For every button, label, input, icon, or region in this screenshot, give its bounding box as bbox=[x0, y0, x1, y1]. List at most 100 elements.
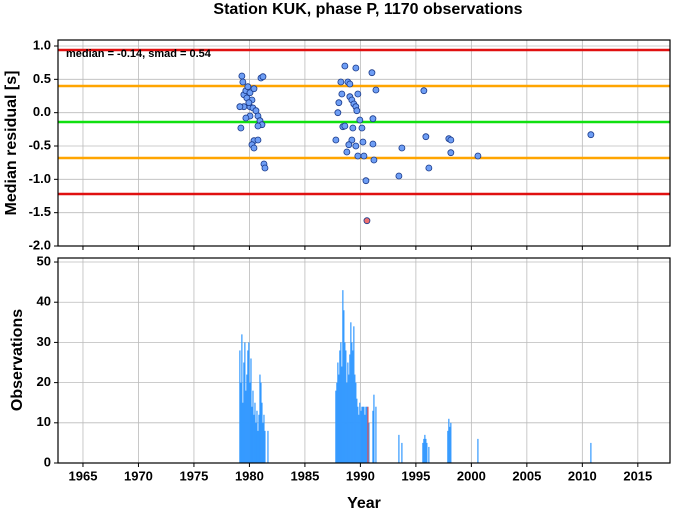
data-point bbox=[341, 62, 349, 70]
data-point bbox=[236, 103, 244, 111]
bar bbox=[372, 410, 374, 463]
bar bbox=[350, 322, 352, 463]
bar bbox=[401, 442, 403, 463]
chart-title: Station KUK, phase P, 1170 observations bbox=[213, 1, 522, 18]
y-tick-label: -1.5 bbox=[29, 204, 51, 219]
bar bbox=[342, 290, 344, 463]
x-tick-label: 2005 bbox=[512, 468, 541, 483]
data-point bbox=[345, 141, 353, 149]
bar bbox=[348, 374, 350, 463]
data-point bbox=[254, 122, 262, 130]
data-point bbox=[368, 69, 376, 77]
bar bbox=[261, 402, 263, 463]
bar bbox=[264, 430, 266, 463]
bar bbox=[338, 374, 340, 463]
data-point bbox=[259, 73, 267, 81]
bar bbox=[335, 390, 337, 463]
y-axis-label: Median residual [s] bbox=[3, 71, 20, 216]
data-point bbox=[447, 136, 455, 144]
bar bbox=[240, 382, 242, 463]
bar bbox=[242, 402, 244, 463]
bar bbox=[258, 414, 260, 463]
y-tick-label: -1.0 bbox=[29, 171, 51, 186]
x-tick-label: 1990 bbox=[346, 468, 375, 483]
bar bbox=[362, 406, 364, 463]
bar bbox=[336, 382, 338, 463]
bar bbox=[426, 442, 428, 463]
bar bbox=[249, 382, 251, 463]
bar bbox=[365, 406, 367, 463]
bar bbox=[398, 434, 400, 463]
bar bbox=[357, 406, 359, 463]
y-tick-label: 0.0 bbox=[33, 104, 51, 119]
bar bbox=[263, 414, 265, 463]
bar bbox=[244, 342, 246, 463]
bar bbox=[366, 406, 368, 463]
data-point bbox=[354, 152, 362, 160]
data-point bbox=[346, 80, 354, 88]
data-point bbox=[369, 140, 377, 148]
data-point bbox=[332, 136, 340, 144]
data-point bbox=[334, 109, 342, 117]
x-tick-label: 2010 bbox=[568, 468, 597, 483]
y-tick-label: 40 bbox=[37, 294, 51, 309]
bar bbox=[347, 362, 349, 463]
y-tick-label: -0.5 bbox=[29, 137, 51, 152]
bar bbox=[358, 414, 360, 463]
data-point bbox=[447, 149, 455, 157]
x-tick-label: 2000 bbox=[457, 468, 486, 483]
data-point bbox=[254, 136, 262, 144]
y-tick-label: 1.0 bbox=[33, 37, 51, 52]
bar bbox=[245, 390, 247, 463]
x-tick-label: 1975 bbox=[179, 468, 208, 483]
bar bbox=[257, 430, 259, 463]
data-point bbox=[358, 124, 366, 132]
data-point bbox=[237, 124, 245, 132]
data-point bbox=[420, 87, 428, 95]
bar bbox=[252, 390, 254, 463]
annotation: median = -0.14, smad = 0.54 bbox=[66, 48, 212, 60]
data-point bbox=[362, 177, 370, 185]
bar bbox=[255, 422, 257, 463]
data-point bbox=[239, 78, 247, 86]
bar bbox=[352, 350, 354, 463]
bar bbox=[355, 382, 357, 463]
data-point bbox=[341, 122, 349, 130]
x-tick-label: 2015 bbox=[623, 468, 652, 483]
bar bbox=[428, 446, 430, 463]
y-tick-label: -2.0 bbox=[29, 237, 51, 252]
data-point bbox=[352, 64, 360, 72]
bar bbox=[367, 406, 369, 463]
data-point bbox=[335, 99, 343, 107]
bar bbox=[449, 426, 451, 463]
bar bbox=[343, 310, 345, 463]
bar bbox=[243, 362, 245, 463]
bar bbox=[590, 442, 592, 463]
data-point bbox=[360, 152, 368, 160]
bar bbox=[447, 430, 449, 463]
data-point bbox=[370, 156, 378, 164]
data-point bbox=[359, 138, 367, 146]
bar bbox=[422, 442, 424, 463]
y-axis-label: Observations bbox=[9, 309, 26, 411]
data-point bbox=[348, 136, 356, 144]
data-point bbox=[244, 83, 252, 91]
x-tick-label: 1965 bbox=[69, 468, 98, 483]
bar bbox=[360, 410, 362, 463]
data-point bbox=[425, 164, 433, 172]
x-tick-label: 1980 bbox=[235, 468, 264, 483]
bar bbox=[349, 354, 351, 463]
bar bbox=[250, 358, 252, 463]
bar bbox=[262, 422, 264, 463]
bar bbox=[375, 406, 377, 463]
bar bbox=[251, 406, 253, 463]
data-point bbox=[338, 90, 346, 98]
bar bbox=[423, 438, 425, 463]
bar bbox=[450, 422, 452, 463]
data-point bbox=[261, 164, 269, 172]
bar bbox=[260, 382, 262, 463]
data-point bbox=[349, 124, 357, 132]
y-tick-label: 10 bbox=[37, 414, 51, 429]
data-point bbox=[337, 78, 345, 86]
